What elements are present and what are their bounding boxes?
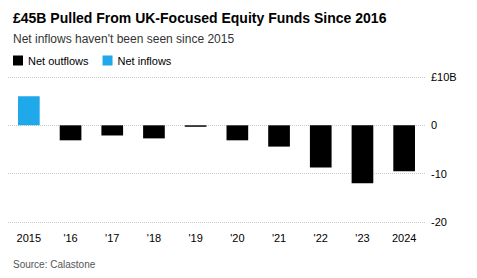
svg-text:Net outflows: Net outflows xyxy=(28,55,89,67)
svg-text:-10: -10 xyxy=(431,168,447,180)
svg-text:'16: '16 xyxy=(63,232,77,244)
svg-text:'22: '22 xyxy=(314,232,328,244)
svg-text:2024: 2024 xyxy=(392,232,416,244)
svg-text:'20: '20 xyxy=(230,232,244,244)
svg-text:0: 0 xyxy=(431,119,437,131)
svg-text:'21: '21 xyxy=(272,232,286,244)
svg-text:'17: '17 xyxy=(105,232,119,244)
svg-text:'23: '23 xyxy=(355,232,369,244)
svg-text:'19: '19 xyxy=(188,232,202,244)
svg-text:Net inflows: Net inflows xyxy=(118,55,172,67)
svg-text:£10B: £10B xyxy=(431,71,457,83)
svg-text:'18: '18 xyxy=(147,232,161,244)
svg-text:Source: Calastone: Source: Calastone xyxy=(13,259,96,270)
svg-text:-20: -20 xyxy=(431,216,447,228)
svg-text:Net inflows haven't been seen: Net inflows haven't been seen since 2015 xyxy=(13,32,234,46)
svg-text:2015: 2015 xyxy=(17,232,41,244)
svg-text:£45B Pulled From UK-Focused Eq: £45B Pulled From UK-Focused Equity Funds… xyxy=(13,10,387,26)
